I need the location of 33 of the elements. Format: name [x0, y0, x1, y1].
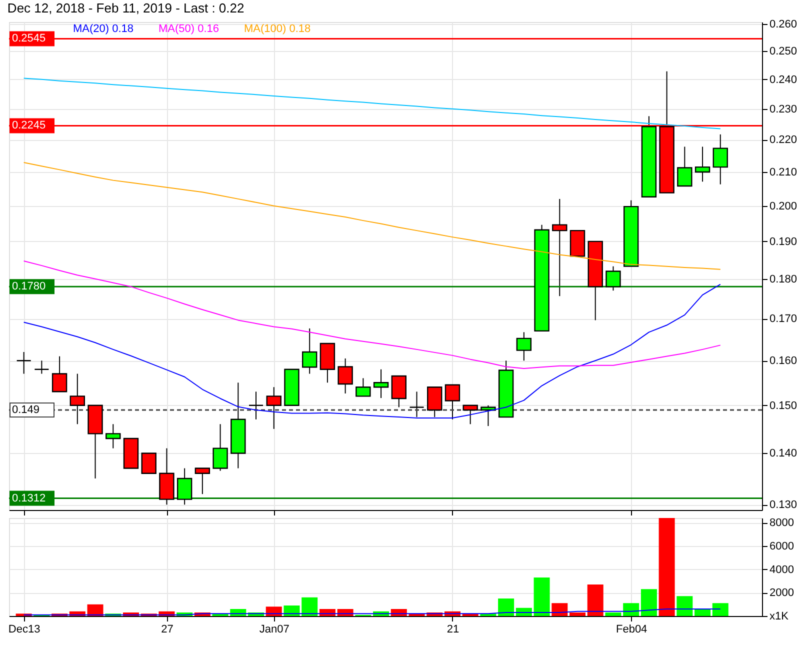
- y-tick-label: 8000: [770, 517, 794, 530]
- x-tick-label: Feb04: [616, 624, 648, 636]
- y-tick-label: 0.200: [770, 200, 798, 212]
- x-tick-label: Dec13: [8, 624, 40, 636]
- y-tick-label: 4000: [770, 564, 794, 576]
- y-tick-label: 2000: [770, 587, 794, 600]
- y-tick-label: 0.130: [770, 499, 798, 512]
- ref-line-label: 0.149: [12, 404, 40, 416]
- text: MA(100) 0.18: [244, 23, 311, 35]
- y-tick-label: 0.260: [770, 18, 798, 30]
- text: MA(50) 0.16: [158, 23, 220, 35]
- y-tick-label: x1K: [770, 610, 790, 622]
- y-tick-label: 0.240: [770, 74, 798, 86]
- y-tick-label: 0.230: [770, 103, 798, 116]
- y-tick-label: 0.190: [770, 236, 798, 248]
- x-tick-label: 27: [161, 624, 174, 636]
- ref-line-label: 0.2545: [12, 32, 46, 45]
- y-tick-label: 0.170: [770, 313, 798, 326]
- y-tick-label: 0.210: [770, 166, 798, 179]
- y-tick-label: 0.150: [770, 400, 798, 412]
- y-tick-label: 0.140: [770, 448, 798, 460]
- text: MA(20) 0.18: [73, 23, 134, 35]
- ref-line-label: 0.1312: [12, 492, 46, 504]
- y-tick-label: 0.220: [770, 134, 798, 146]
- y-tick-label: 0.180: [770, 273, 798, 286]
- y-tick-label: 0.250: [770, 46, 798, 58]
- y-tick-label: 6000: [770, 540, 794, 552]
- x-tick-label: 21: [446, 624, 460, 636]
- ref-line-label: 0.1780: [12, 280, 46, 293]
- chart-title: Dec 12, 2018 - Feb 11, 2019 - Last : 0.22: [7, 0, 244, 16]
- x-tick-label: Jan07: [259, 624, 290, 636]
- ref-line-label: 0.2245: [12, 120, 46, 132]
- y-tick-label: 0.160: [770, 355, 798, 368]
